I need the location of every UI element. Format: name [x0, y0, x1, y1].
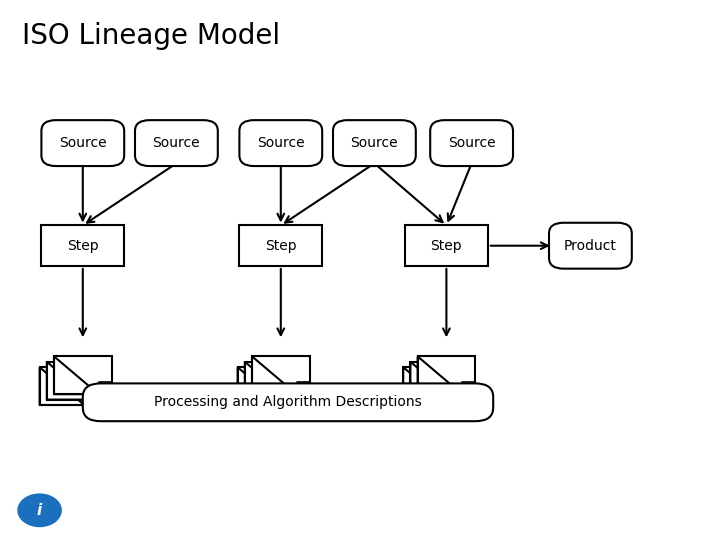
- Bar: [252, 356, 310, 394]
- Text: Step: Step: [67, 239, 99, 253]
- Bar: [245, 362, 302, 400]
- FancyBboxPatch shape: [431, 120, 513, 166]
- Bar: [40, 367, 97, 405]
- Text: i: i: [37, 503, 42, 518]
- Text: Step: Step: [431, 239, 462, 253]
- Bar: [418, 356, 475, 394]
- Text: Source: Source: [153, 136, 200, 150]
- Bar: [410, 362, 468, 400]
- Bar: [405, 226, 488, 266]
- FancyBboxPatch shape: [333, 120, 416, 166]
- Polygon shape: [282, 393, 295, 405]
- Bar: [403, 367, 461, 405]
- Bar: [54, 356, 112, 394]
- Text: ISO Lineage Model: ISO Lineage Model: [22, 22, 280, 50]
- Circle shape: [18, 494, 61, 526]
- FancyBboxPatch shape: [239, 120, 323, 166]
- Polygon shape: [455, 388, 468, 400]
- Text: Source: Source: [59, 136, 107, 150]
- Bar: [239, 226, 323, 266]
- FancyBboxPatch shape: [135, 120, 217, 166]
- Text: Source: Source: [257, 136, 305, 150]
- Polygon shape: [289, 388, 302, 400]
- Text: Product: Product: [564, 239, 617, 253]
- Bar: [47, 362, 104, 400]
- Polygon shape: [462, 382, 475, 394]
- FancyBboxPatch shape: [549, 222, 632, 268]
- FancyBboxPatch shape: [42, 120, 124, 166]
- Bar: [238, 367, 295, 405]
- Text: Source: Source: [448, 136, 495, 150]
- Polygon shape: [448, 393, 461, 405]
- Text: Step: Step: [265, 239, 297, 253]
- Polygon shape: [91, 388, 104, 400]
- Polygon shape: [297, 382, 310, 394]
- Text: Source: Source: [351, 136, 398, 150]
- FancyBboxPatch shape: [83, 383, 493, 421]
- Text: Processing and Algorithm Descriptions: Processing and Algorithm Descriptions: [154, 395, 422, 409]
- Polygon shape: [84, 393, 97, 405]
- Polygon shape: [99, 382, 112, 394]
- Bar: [42, 226, 125, 266]
